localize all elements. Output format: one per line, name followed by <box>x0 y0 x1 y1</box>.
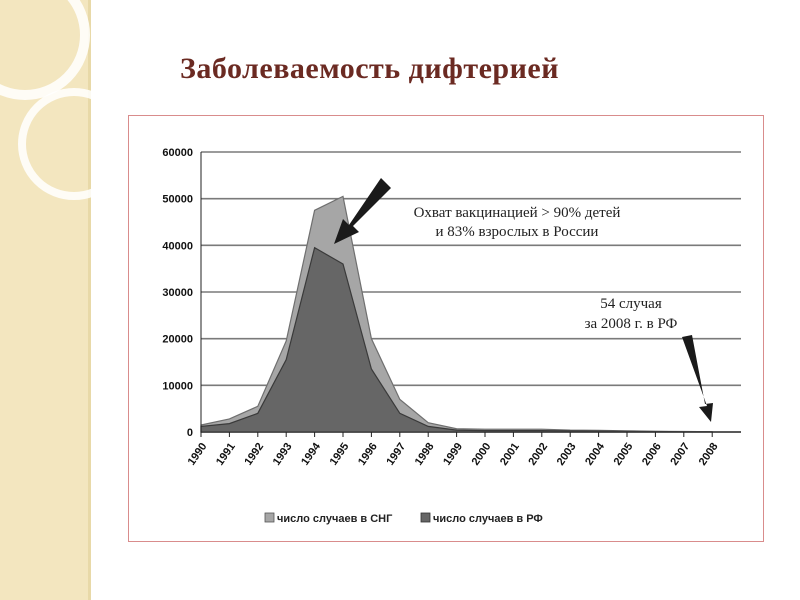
chart-frame: 0 10000 20000 30000 40000 50000 60000 1990 1991 1… <box>128 115 764 542</box>
y-tick-label: 10000 <box>162 380 193 392</box>
decorative-sidebar <box>0 0 130 600</box>
legend-swatch-rf <box>420 512 431 523</box>
chart-legend: число случаев в СНГ число случаев в РФ <box>264 512 543 525</box>
x-tick-label: 1999 <box>441 441 465 468</box>
x-tick-label: 2002 <box>526 441 550 468</box>
x-tick-label: 1991 <box>214 441 238 468</box>
y-tick-label: 40000 <box>162 240 193 252</box>
x-tick-label: 2000 <box>470 441 494 468</box>
x-tick-label: 2003 <box>555 441 579 468</box>
x-tick-label: 1990 <box>186 441 210 468</box>
legend-label-rf: число случаев в РФ <box>433 513 543 525</box>
x-tick-label: 1997 <box>384 441 408 468</box>
x-tick-label: 1995 <box>328 441 352 468</box>
x-tick-label: 2005 <box>612 441 636 468</box>
annotation-vaccination-line2: и 83% взрослых в России <box>436 224 599 240</box>
y-tick-label: 0 <box>187 427 193 439</box>
area-series-rf <box>200 246 713 433</box>
x-tick-label: 2004 <box>583 440 607 468</box>
x-tick-label: 1998 <box>413 441 437 468</box>
x-tick-label: 1992 <box>242 441 266 468</box>
x-tick-label: 1993 <box>271 441 295 468</box>
legend-swatch-sng <box>264 512 275 523</box>
decorative-ring <box>18 88 130 200</box>
annotation-cases-line1: 54 случая <box>600 296 662 312</box>
x-tick-label: 2007 <box>668 441 692 468</box>
cases-arrow <box>682 335 713 422</box>
y-tick-label: 60000 <box>162 147 193 159</box>
y-tick-label: 50000 <box>162 194 193 206</box>
x-tick-label: 2008 <box>697 441 721 468</box>
x-tick-label: 1996 <box>356 441 380 468</box>
slide-title: Заболеваемость дифтерией <box>180 52 560 85</box>
decorative-ring <box>0 0 90 100</box>
annotation-cases-line2: за 2008 г. в РФ <box>585 316 678 332</box>
y-tick-label: 30000 <box>162 287 193 299</box>
x-tick-label: 1994 <box>299 440 323 468</box>
vaccination-arrow <box>334 178 391 244</box>
y-tick-label: 20000 <box>162 334 193 346</box>
x-tick-label: 2001 <box>498 441 522 468</box>
legend-label-sng: число случаев в СНГ <box>277 513 393 525</box>
annotation-vaccination-line1: Охват вакцинацией > 90% детей <box>414 205 621 221</box>
x-tick-label: 2006 <box>640 441 664 468</box>
